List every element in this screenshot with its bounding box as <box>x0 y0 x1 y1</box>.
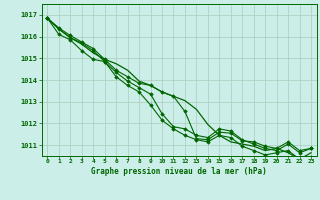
X-axis label: Graphe pression niveau de la mer (hPa): Graphe pression niveau de la mer (hPa) <box>91 167 267 176</box>
